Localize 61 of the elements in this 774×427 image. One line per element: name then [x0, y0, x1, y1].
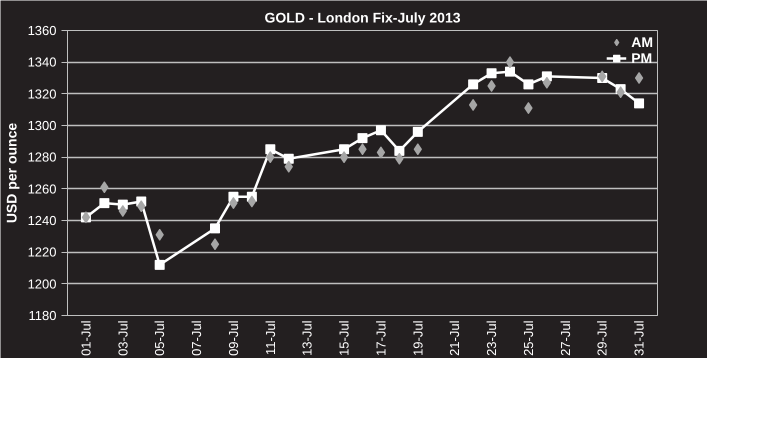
x-tick-label: 17-Jul: [373, 320, 388, 356]
y-tick-label: 1200: [28, 276, 56, 292]
point: [542, 76, 552, 89]
point: [358, 143, 367, 156]
point: [468, 79, 478, 90]
point: [358, 133, 368, 144]
point: [248, 196, 256, 208]
x-tick-label: 25-Jul: [520, 320, 536, 356]
x-tick-label: 01-Jul: [78, 320, 94, 356]
y-tick-label: 1360: [28, 23, 56, 38]
y-tick-label: 1320: [28, 86, 56, 102]
x-tick-label: 31-Jul: [632, 320, 647, 356]
point: [339, 144, 350, 154]
point: [100, 181, 109, 194]
point: [524, 102, 533, 114]
point: [468, 98, 478, 111]
point: [210, 223, 220, 234]
point: [506, 56, 514, 68]
legend-label: AM: [631, 34, 653, 50]
point: [523, 79, 534, 90]
x-tick-label: 21-Jul: [447, 320, 462, 356]
x-tick-label: 23-Jul: [484, 320, 500, 356]
y-tick-label: 1220: [28, 244, 56, 260]
point: [634, 72, 644, 84]
point: [376, 146, 386, 158]
point: [394, 146, 404, 156]
y-tick-label: 1180: [28, 308, 57, 323]
legend-label: PM: [631, 50, 652, 66]
x-tick-label: 03-Jul: [115, 320, 130, 356]
point: [118, 205, 127, 217]
y-axis-title: USD per ounce: [4, 122, 20, 224]
x-tick-label: 19-Jul: [410, 320, 426, 356]
chart-title: GOLD - London Fix-July 2013: [264, 10, 461, 26]
point: [99, 198, 110, 208]
point: [395, 152, 404, 165]
point: [210, 238, 220, 250]
x-tick-label: 13-Jul: [300, 320, 315, 356]
point: [154, 260, 165, 270]
point: [505, 66, 515, 77]
point: [376, 125, 386, 136]
y-tick-label: 1280: [28, 150, 56, 165]
point: [229, 197, 238, 210]
y-tick-label: 1260: [28, 181, 56, 196]
point: [616, 86, 625, 98]
point: [634, 98, 644, 108]
point: [284, 154, 294, 164]
point: [486, 68, 497, 78]
y-tick-label: 1240: [28, 213, 56, 228]
x-tick-label: 05-Jul: [152, 320, 168, 356]
x-tick-label: 07-Jul: [189, 320, 204, 356]
x-tick-label: 11-Jul: [262, 320, 278, 355]
point: [265, 144, 276, 154]
y-tick-label: 1340: [28, 54, 56, 70]
x-tick-label: 29-Jul: [594, 320, 610, 356]
x-tick-label: 27-Jul: [558, 320, 573, 356]
y-tick-label: 1300: [28, 118, 56, 133]
point: [412, 126, 423, 137]
x-tick-label: 15-Jul: [336, 320, 352, 356]
point: [340, 151, 348, 164]
x-tick-label: 09-Jul: [226, 320, 241, 356]
point: [487, 80, 496, 92]
